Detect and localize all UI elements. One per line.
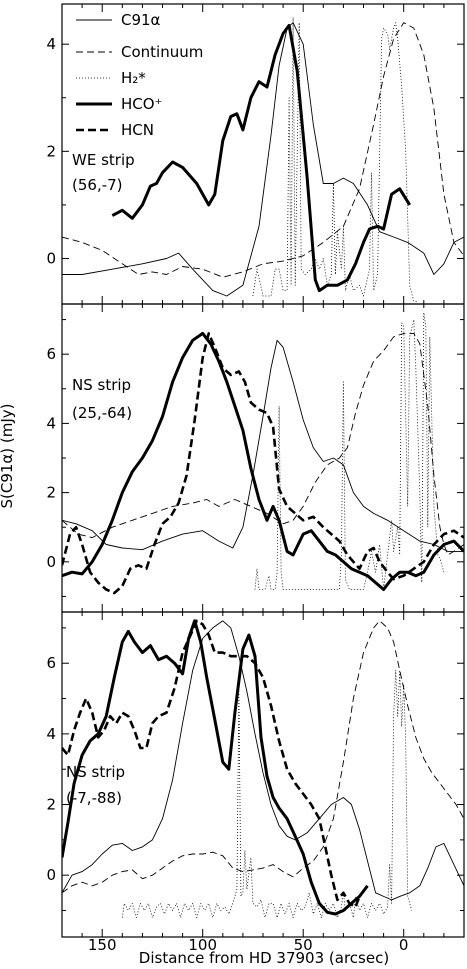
y-tick-label: 6 [46,345,56,363]
x-tick-labels: 150 100 50 0 [88,936,409,954]
chart-panels: 0 2 4 WE strip (56,-7) 0 2 4 6 NS strip (25,-64) 0 2… [46,3,465,954]
legend-label-h2: H₂* [121,69,146,87]
x-tick-label: 100 [188,936,217,954]
y-tick-label: 2 [46,796,56,814]
series-hco-panel-1 [111,23,411,293]
legend-label-c91: C91α [121,11,161,29]
series-h2-panel-1 [252,17,418,302]
panel-2-label: (25,-64) [72,404,132,422]
panel-1-series [62,17,464,302]
x-tick-label: 150 [88,936,117,954]
y-tick-label: 2 [46,142,56,160]
y-tick-label: 4 [46,725,56,743]
panel-2-frame [61,303,465,613]
panel-3: 0 2 4 6 NS strip (-7,-88) [46,611,465,938]
y-tick-label: 0 [46,553,56,571]
series-cont-panel-1 [62,22,464,278]
series-hco-panel-3 [62,619,369,916]
series-c91-panel-1 [62,22,464,297]
panel-1-label: (56,-7) [72,176,123,194]
x-tick-label: 0 [399,936,409,954]
y-tick-label: 4 [46,414,56,432]
legend-label-hco: HCO⁺ [121,95,162,113]
panel-3-series [62,619,464,918]
panel-2-label: NS strip [72,376,131,394]
y-tick-label: 6 [46,654,56,672]
y-tick-label: 4 [46,35,56,53]
y-tick-label: 0 [46,249,56,267]
legend-label-cont: Continuum [121,43,203,61]
series-cont-panel-3 [62,620,464,894]
series-c91-panel-3 [62,620,464,901]
x-tick-label: 50 [294,936,313,954]
panel-2: 0 2 4 6 NS strip (25,-64) [46,303,465,613]
panel-1: 0 2 4 WE strip (56,-7) [46,3,465,305]
series-c91-panel-2 [62,339,464,552]
legend-label-hcn: HCN [121,121,154,139]
panel-3-label: (-7,-88) [66,789,122,807]
legend: C91α Continuum H₂* HCO⁺ HCN [76,11,203,139]
series-hco-panel-2 [62,331,464,591]
panel-1-label: WE strip [72,151,135,169]
series-h2-panel-3 [121,669,413,918]
y-tick-label: 0 [46,866,56,884]
x-axis-title: Distance from HD 37903 (arcsec) [139,949,389,967]
panel-2-series [62,312,464,595]
series-hcn-panel-2 [62,332,464,595]
y-axis-title: S(C91α) (mJy) [0,403,16,508]
y-tick-label: 2 [46,484,56,502]
series-h2-panel-2 [254,312,445,590]
series-hcn-panel-3 [62,619,361,909]
panel-3-label: NS strip [66,763,125,781]
series-cont-panel-2 [62,332,464,556]
